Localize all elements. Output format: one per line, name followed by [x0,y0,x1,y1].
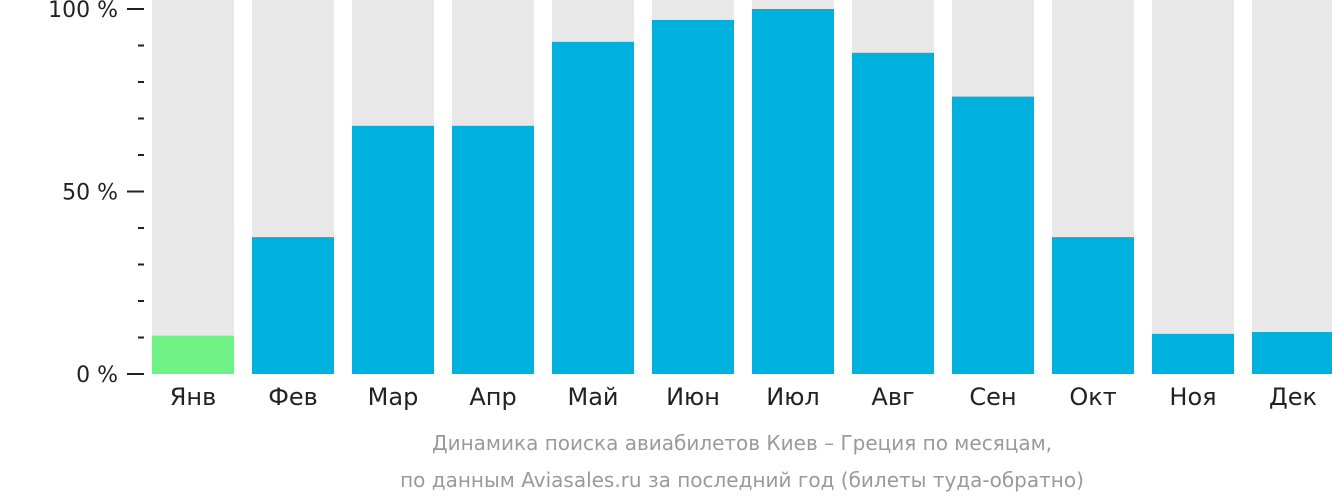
bar-background-11 [1152,0,1234,374]
y-tick-label-0: 0 % [76,363,118,388]
y-axis: 0 % 50 % 100 % [48,0,144,388]
x-tick-label-10: Окт [1069,383,1116,411]
x-tick-label-04: Апр [469,383,516,411]
bar-12 [1252,332,1332,374]
bar-02 [252,237,334,374]
bar-07 [752,9,834,374]
bar-10 [1052,237,1134,374]
x-tick-label-06: Июн [666,383,720,411]
x-tick-label-08: Авг [871,383,914,411]
bar-03 [352,125,434,374]
bar-06 [652,19,734,374]
y-tick-label-100: 100 % [48,0,118,23]
y-tick-label-50: 50 % [62,181,118,206]
x-tick-label-12: Дек [1269,383,1317,411]
bar-09 [952,96,1034,374]
x-axis-labels: Янв Фев Мар Апр Май Июн Июл Авг Сен Окт Ноя Дек [170,383,1317,411]
bar-background-01 [152,0,234,374]
chart-caption-line1: Динамика поиска авиабилетов Киев – Греци… [432,431,1052,455]
bar-04 [452,125,534,374]
chart-caption-line2: по данным Aviasales.ru за последний год … [400,468,1084,492]
bar-11 [1152,333,1234,374]
x-tick-label-05: Май [567,383,618,411]
bar-08 [852,52,934,375]
x-tick-label-07: Июл [766,383,820,411]
bar-background-12 [1252,0,1332,374]
x-tick-label-11: Ноя [1169,383,1216,411]
x-tick-label-01: Янв [170,383,217,411]
x-tick-label-09: Сен [969,383,1016,411]
x-tick-label-03: Мар [368,383,419,411]
bar-05 [552,41,634,374]
bar-01 [152,335,234,374]
bars [152,9,1332,375]
x-tick-label-02: Фев [268,383,318,411]
